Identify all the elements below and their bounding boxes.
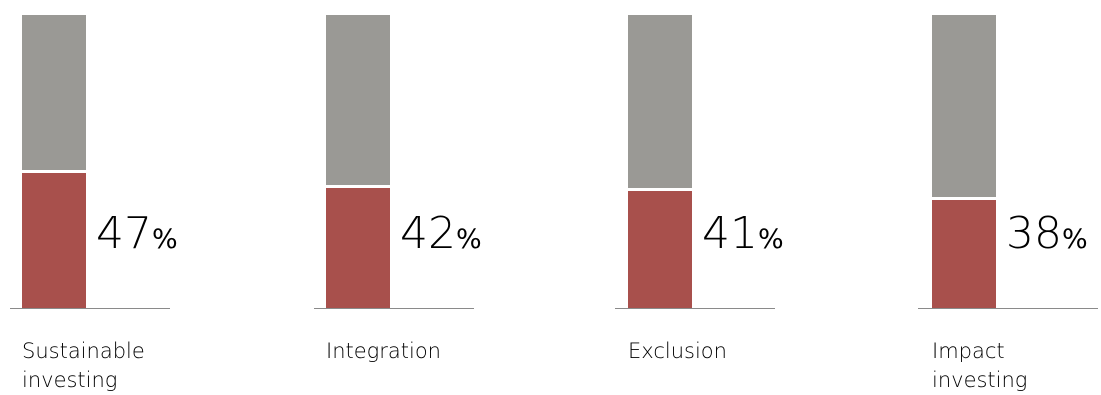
value-unit: % — [758, 224, 784, 255]
bar-value-segment — [326, 185, 390, 308]
bar-stack — [628, 15, 692, 308]
value-number: 42 — [400, 208, 456, 259]
value-unit: % — [1062, 224, 1088, 255]
baseline-axis — [314, 308, 474, 309]
category-label: Impact investing — [932, 337, 1082, 395]
bar-stack — [932, 15, 996, 308]
category-label-line: Impact — [932, 339, 1005, 363]
baseline-axis — [918, 308, 1098, 309]
bar-stack — [22, 15, 86, 308]
category-label-line: investing — [932, 368, 1028, 392]
value-label: 47% — [96, 212, 178, 256]
category-label-line: Sustainable — [22, 339, 145, 363]
bar-value-segment — [22, 170, 86, 308]
category-label-line: Exclusion — [628, 339, 727, 363]
bar-value-segment — [932, 197, 996, 308]
value-unit: % — [456, 224, 482, 255]
category-label: Integration — [326, 337, 476, 366]
baseline-axis — [10, 308, 170, 309]
value-label: 38% — [1006, 212, 1088, 256]
value-label: 41% — [702, 212, 784, 256]
category-label-line: Integration — [326, 339, 441, 363]
baseline-axis — [615, 308, 775, 309]
bar-value-segment — [628, 188, 692, 308]
category-label: Exclusion — [628, 337, 778, 366]
category-label: Sustainable investing — [22, 337, 172, 395]
value-number: 47 — [96, 208, 152, 259]
value-number: 41 — [702, 208, 758, 259]
value-number: 38 — [1006, 208, 1062, 259]
value-unit: % — [152, 224, 178, 255]
value-label: 42% — [400, 212, 482, 256]
category-label-line: investing — [22, 368, 118, 392]
bar-stack — [326, 15, 390, 308]
